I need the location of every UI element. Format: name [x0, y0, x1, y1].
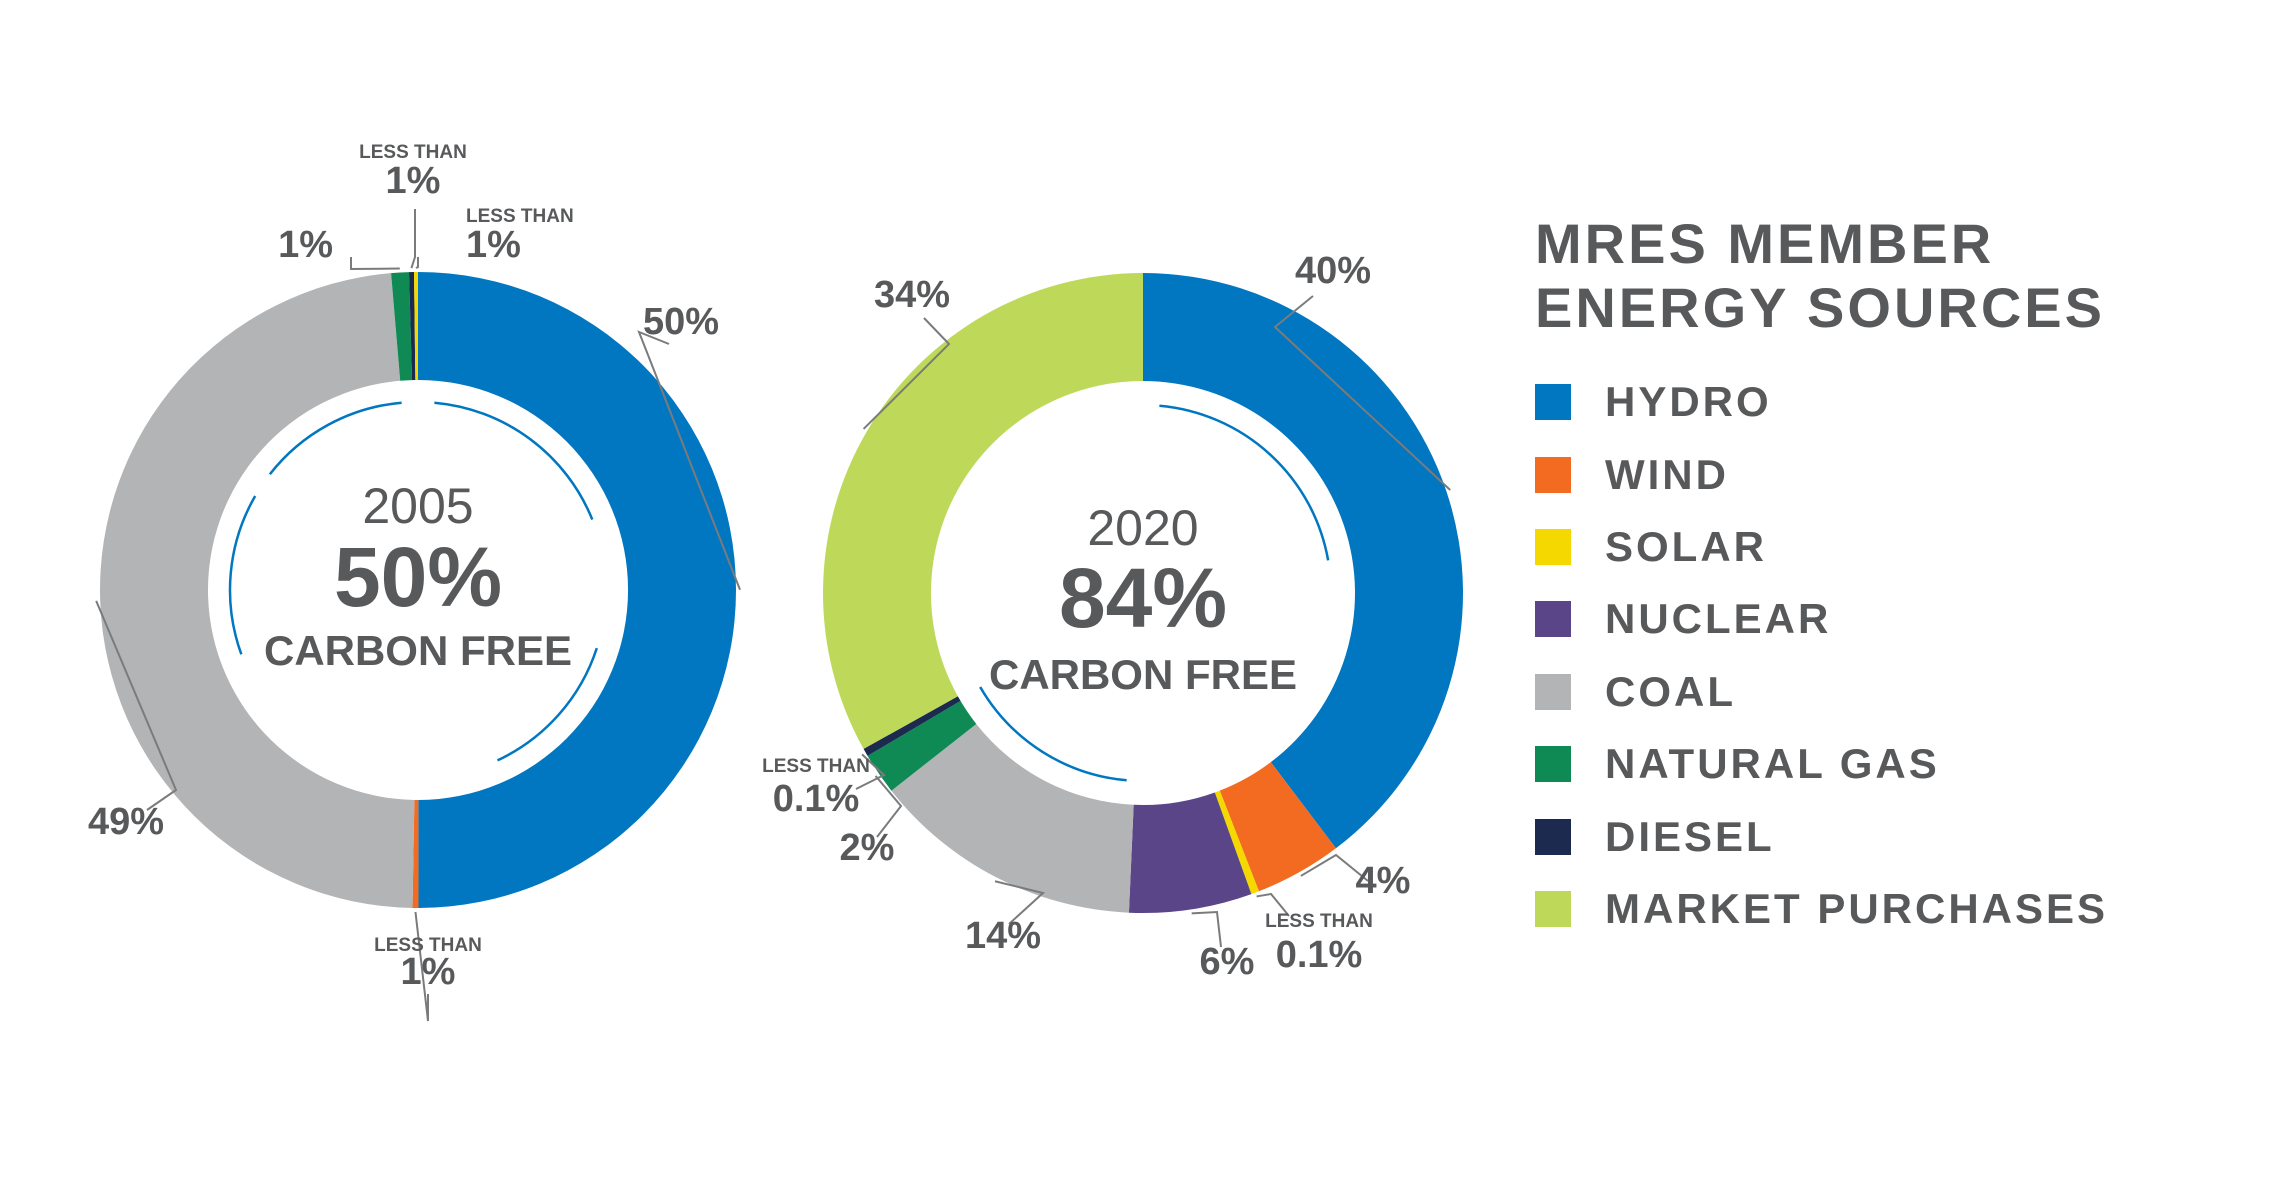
leader-line — [862, 317, 951, 430]
legend-title: MRES MEMBER ENERGY SOURCES — [1535, 212, 2235, 340]
legend-item-nuclear: NUCLEAR — [1535, 583, 2235, 655]
center-accent-arc — [434, 401, 594, 521]
leader-line — [1273, 295, 1451, 491]
slice-solar — [414, 272, 418, 381]
legend-list: HYDRO WIND SOLAR NUCLEAR COAL NATURAL GA… — [1535, 366, 2235, 945]
legend-title-line2: ENERGY SOURCES — [1535, 276, 2105, 339]
slice-label: 0.1% — [773, 778, 860, 820]
legend: MRES MEMBER ENERGY SOURCES HYDRO WIND SO… — [1535, 212, 2235, 945]
legend-item-hydro: HYDRO — [1535, 366, 2235, 438]
slice-nuclear — [1128, 792, 1252, 913]
legend-label: SOLAR — [1605, 522, 1767, 570]
leader-line — [637, 330, 741, 591]
slice-diesel — [409, 272, 416, 381]
slice-label: 49% — [88, 801, 164, 843]
slice-market-purchases — [823, 273, 1143, 749]
slice-label-prefix: LESS THAN — [466, 206, 574, 227]
legend-swatch — [1535, 818, 1571, 855]
legend-swatch — [1535, 384, 1571, 421]
center-accent-arc — [268, 401, 402, 476]
legend-label: HYDRO — [1605, 378, 1772, 426]
legend-label: WIND — [1605, 450, 1729, 498]
center-accent-arc — [228, 495, 257, 655]
slice-label: 0.1% — [1276, 934, 1363, 976]
legend-label: NUCLEAR — [1605, 595, 1832, 643]
leader-line — [95, 600, 178, 811]
slice-label: 40% — [1295, 250, 1371, 292]
slice-label-prefix: LESS THAN — [374, 935, 482, 956]
legend-item-wind: WIND — [1535, 438, 2235, 510]
legend-swatch — [1535, 746, 1571, 783]
slice-label: 1% — [278, 224, 333, 266]
slice-label: 6% — [1200, 941, 1255, 983]
slice-solar — [1214, 790, 1259, 895]
slice-coal — [100, 273, 415, 908]
legend-item-natural-gas: NATURAL GAS — [1535, 728, 2235, 800]
slice-natural-gas — [391, 272, 413, 381]
slice-diesel — [863, 696, 961, 756]
center-center-label: CARBON FREE — [989, 651, 1297, 698]
leader-line — [415, 257, 419, 269]
slice-label: 2% — [840, 827, 895, 869]
leader-line — [994, 880, 1046, 925]
leader-line — [1256, 892, 1290, 917]
slice-label-prefix: LESS THAN — [1265, 911, 1373, 932]
legend-item-diesel: DIESEL — [1535, 800, 2235, 872]
legend-swatch — [1535, 456, 1571, 493]
slice-label: 1% — [466, 224, 521, 266]
legend-label: COAL — [1605, 667, 1736, 715]
legend-title-line1: MRES MEMBER — [1535, 212, 1995, 275]
slice-label: 34% — [874, 274, 950, 316]
slice-label-prefix: LESS THAN — [762, 756, 870, 777]
slice-hydro — [418, 272, 737, 908]
slice-hydro — [1143, 273, 1464, 849]
legend-swatch — [1535, 528, 1571, 565]
legend-swatch — [1535, 673, 1571, 710]
slice-wind — [412, 799, 419, 909]
legend-label: NATURAL GAS — [1605, 740, 1940, 788]
leader-line — [350, 257, 400, 271]
legend-label: DIESEL — [1605, 812, 1775, 860]
legend-item-market-purchases: MARKET PURCHASES — [1535, 873, 2235, 945]
slice-label-prefix: LESS THAN — [359, 142, 467, 163]
center-year: 2005 — [362, 478, 473, 534]
slice-label: 50% — [643, 301, 719, 343]
leader-line — [874, 775, 903, 838]
legend-item-coal: COAL — [1535, 656, 2235, 728]
center-accent-arc — [979, 686, 1127, 782]
leader-line — [855, 753, 886, 790]
slice-label: 4% — [1356, 860, 1411, 902]
slice-coal — [891, 723, 1134, 913]
leader-line — [414, 911, 429, 1022]
center-center-value: 50% — [334, 530, 502, 624]
slice-label: 1% — [386, 160, 441, 202]
center-accent-arc — [496, 647, 598, 762]
legend-item-solar: SOLAR — [1535, 511, 2235, 583]
slice-label: 1% — [401, 951, 456, 993]
slice-wind — [1219, 762, 1336, 892]
leader-line — [1300, 853, 1369, 882]
center-center-label: CARBON FREE — [264, 627, 572, 674]
legend-label: MARKET PURCHASES — [1605, 884, 2109, 932]
leader-line — [410, 209, 416, 269]
center-year: 2020 — [1087, 500, 1198, 556]
center-accent-arc — [1159, 404, 1330, 561]
slice-natural-gas — [867, 700, 977, 791]
slice-label: 14% — [965, 915, 1041, 957]
leader-line — [1191, 910, 1222, 948]
legend-swatch — [1535, 601, 1571, 638]
legend-swatch — [1535, 890, 1571, 927]
center-center-value: 84% — [1059, 551, 1227, 645]
